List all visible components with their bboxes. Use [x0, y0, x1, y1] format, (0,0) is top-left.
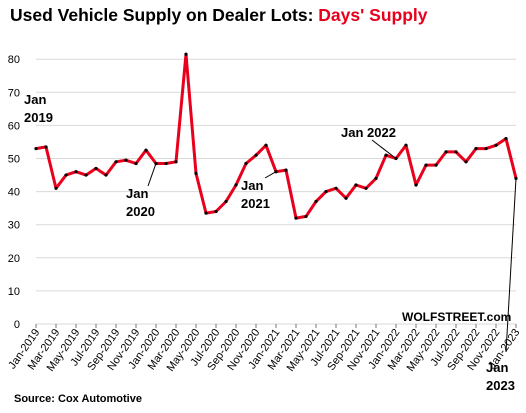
annotation-leader: [147, 163, 157, 187]
data-point: [304, 214, 308, 219]
data-point: [474, 146, 478, 151]
annotation-label: 2019: [24, 110, 53, 125]
data-point: [114, 160, 118, 164]
annotations: Jan 2019 Jan 2020 Jan 2021 Jan 2022 Jan 2023: [24, 92, 517, 393]
brand-label: WOLFSTREET.com: [402, 310, 512, 324]
annotation-label: 2020: [126, 204, 155, 219]
y-tick-label: 60: [8, 120, 20, 132]
data-point: [244, 161, 248, 166]
chart-title-main: Used Vehicle Supply on Dealer Lots:: [10, 5, 314, 25]
data-point: [414, 183, 418, 187]
annotation-label: Jan: [241, 178, 263, 193]
y-axis: 0 10 20 30 40 50 60 70 80: [8, 54, 20, 331]
data-point: [74, 170, 78, 174]
data-point: [64, 173, 68, 177]
data-point: [314, 199, 318, 204]
data-point: [284, 168, 288, 172]
data-point: [504, 137, 508, 141]
data-point: [444, 150, 448, 154]
data-point: [404, 143, 408, 147]
annotation-label: Jan: [126, 186, 148, 201]
data-point: [464, 160, 468, 164]
data-point: [364, 186, 368, 190]
data-point: [354, 183, 358, 187]
data-point: [254, 153, 258, 157]
data-point: [184, 52, 188, 56]
y-tick-label: 70: [8, 87, 20, 99]
annotation-label: Jan: [24, 92, 46, 107]
annotation-label: Jan 2022: [341, 125, 396, 140]
data-point: [454, 150, 458, 154]
data-point: [424, 163, 428, 167]
data-point: [264, 143, 268, 147]
data-point: [384, 153, 388, 157]
data-point: [164, 161, 168, 166]
data-point: [494, 143, 498, 147]
y-tick-label: 20: [8, 253, 20, 265]
data-point: [344, 196, 348, 200]
data-point: [84, 173, 88, 177]
data-point: [334, 186, 338, 190]
data-point: [214, 209, 218, 214]
data-point: [44, 145, 48, 149]
data-point: [104, 173, 108, 177]
x-axis: Jan-2019Mar-2019May-2019Jul-2019Sep-2019…: [6, 324, 522, 374]
data-series: [34, 52, 518, 220]
series-line: [35, 52, 518, 220]
y-tick-label: 50: [8, 154, 20, 166]
data-point: [234, 183, 238, 187]
y-tick-label: 0: [14, 319, 20, 331]
data-point: [194, 171, 198, 175]
data-point: [434, 163, 438, 167]
y-tick-label: 30: [8, 220, 20, 232]
data-point: [54, 186, 58, 190]
annotation-leader: [371, 139, 397, 159]
chart-title-highlight: Days' Supply: [318, 5, 428, 25]
gridlines: [36, 58, 516, 325]
annotation-label: Jan: [486, 360, 508, 375]
data-point: [324, 190, 328, 194]
y-tick-label: 40: [8, 187, 20, 199]
data-point: [34, 146, 38, 151]
data-point: [484, 146, 488, 151]
data-point: [94, 166, 98, 171]
data-point: [134, 161, 138, 166]
y-tick-label: 10: [8, 286, 20, 298]
annotation-label: 2021: [241, 196, 270, 211]
data-point: [144, 148, 148, 152]
annotation-leader: [505, 178, 517, 353]
data-point: [374, 176, 378, 180]
y-tick-label: 80: [8, 54, 20, 66]
data-point: [514, 176, 518, 180]
data-point: [124, 158, 128, 162]
chart-title: Used Vehicle Supply on Dealer Lots: Days…: [10, 5, 428, 26]
data-point: [174, 160, 178, 164]
annotation-label: 2023: [486, 378, 515, 393]
data-point: [294, 216, 298, 220]
data-point: [224, 199, 228, 204]
data-point: [204, 211, 208, 215]
source-label: Source: Cox Automotive: [14, 393, 142, 405]
annotation-leader: [264, 171, 277, 179]
